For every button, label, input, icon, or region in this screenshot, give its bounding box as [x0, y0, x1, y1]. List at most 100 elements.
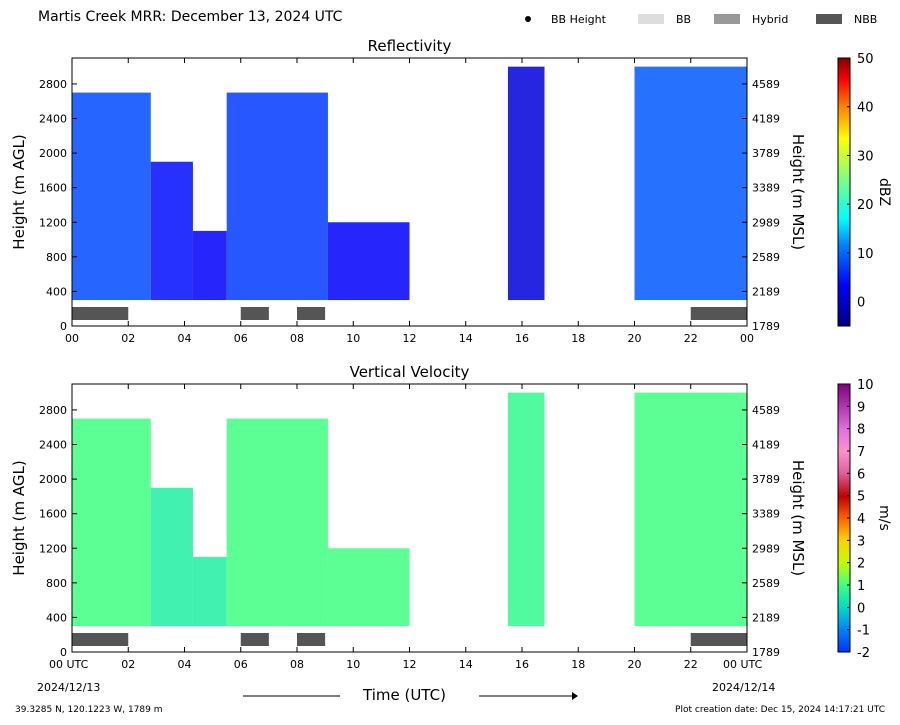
x-tick-label: 00 UTC — [49, 658, 89, 671]
legend-label: BB Height — [551, 13, 607, 26]
legend-marker — [714, 14, 740, 24]
echo-region — [192, 556, 227, 627]
y-tick-label-right: 2189 — [752, 611, 780, 624]
y-tick-label-right: 4589 — [752, 78, 780, 91]
x-tick-label: 06 — [234, 658, 248, 671]
y-tick-label: 400 — [46, 611, 67, 624]
y-tick-label: 2800 — [39, 78, 67, 91]
colorbar-tick-label: 1 — [857, 579, 865, 594]
y-tick-label: 400 — [46, 285, 67, 298]
x-tick-label: 22 — [684, 332, 698, 345]
nbb-bar — [72, 633, 129, 646]
nbb-bar — [240, 307, 269, 320]
y-tick-label-right: 4189 — [752, 439, 780, 452]
echo-region — [507, 66, 545, 301]
y-tick-label: 2000 — [39, 473, 67, 486]
y-tick-label-right: 4189 — [752, 113, 780, 126]
y-tick-label: 0 — [60, 320, 67, 333]
colorbar-tick-label: 8 — [857, 423, 865, 438]
y-tick-label: 1200 — [39, 216, 67, 229]
colorbar-tick-label: 20 — [857, 198, 874, 213]
y-tick-label-right: 2189 — [752, 285, 780, 298]
colorbar-tick-label: 0 — [857, 296, 865, 311]
echo-region — [327, 222, 410, 301]
y-axis-label-right: Height (m MSL) — [789, 460, 807, 576]
x-tick-label: 00 — [740, 332, 754, 345]
colorbar-tick-label: 3 — [857, 534, 865, 549]
x-tick-label: 00 — [65, 332, 79, 345]
x-tick-label: 16 — [515, 658, 529, 671]
echo-region — [192, 230, 227, 301]
x-tick-label: 00 UTC — [723, 658, 763, 671]
colorbar-tick-label: 40 — [857, 101, 874, 116]
echo-region — [150, 487, 193, 627]
panel-title: Vertical Velocity — [350, 363, 470, 381]
x-tick-label: 04 — [178, 658, 192, 671]
y-tick-label: 2000 — [39, 147, 67, 160]
colorbar-tick-label: 5 — [857, 490, 865, 505]
echo-region — [507, 392, 545, 627]
colorbar-tick-label: 9 — [857, 400, 865, 415]
nbb-bar — [690, 307, 747, 320]
y-tick-label-right: 1789 — [752, 320, 780, 333]
panel-title: Reflectivity — [368, 37, 452, 55]
plot-creation-date: Plot creation date: Dec 15, 2024 14:17:2… — [675, 705, 885, 715]
nbb-bar — [297, 307, 326, 320]
y-tick-label: 1200 — [39, 542, 67, 555]
echo-region — [634, 66, 747, 301]
echo-region — [226, 418, 328, 627]
y-axis-label: Height (m AGL) — [10, 460, 28, 575]
legend-marker — [525, 16, 531, 22]
y-tick-label: 1600 — [39, 508, 67, 521]
echo-region — [72, 92, 151, 301]
y-tick-label-right: 3389 — [752, 508, 780, 521]
echo-region — [72, 418, 151, 627]
x-tick-label: 02 — [121, 332, 135, 345]
echo-region — [327, 548, 410, 627]
y-tick-label: 2400 — [39, 113, 67, 126]
x-tick-label: 12 — [403, 658, 417, 671]
colorbar-tick-label: 50 — [857, 52, 874, 67]
legend-marker — [816, 14, 842, 24]
y-tick-label-right: 3789 — [752, 147, 780, 160]
colorbar — [837, 57, 851, 327]
colorbar-tick-label: 10 — [857, 247, 874, 262]
nbb-bar — [72, 307, 129, 320]
x-tick-label: 18 — [571, 658, 585, 671]
y-tick-label: 800 — [46, 251, 67, 264]
y-axis-label-right: Height (m MSL) — [789, 134, 807, 250]
colorbar-tick-label: 2 — [857, 557, 865, 572]
end-date-label: 2024/12/14 — [712, 681, 776, 694]
y-tick-label: 0 — [60, 646, 67, 659]
y-tick-label-right: 2589 — [752, 577, 780, 590]
y-tick-label-right: 3389 — [752, 182, 780, 195]
colorbar-tick-label: 30 — [857, 149, 874, 164]
colorbar-label: m/s — [876, 505, 892, 531]
x-tick-label: 14 — [459, 658, 473, 671]
x-axis-label: Time (UTC) — [363, 686, 446, 704]
nbb-bar — [690, 633, 747, 646]
x-tick-label: 06 — [234, 332, 248, 345]
x-tick-label: 16 — [515, 332, 529, 345]
x-tick-label: 18 — [571, 332, 585, 345]
y-tick-label: 2400 — [39, 439, 67, 452]
legend: BB Height BB Hybrid NBB — [525, 13, 877, 26]
y-tick-label: 800 — [46, 577, 67, 590]
colorbar-tick-label: 7 — [857, 445, 865, 460]
legend-marker — [638, 14, 664, 24]
nbb-bar — [297, 633, 326, 646]
time-arrow-head — [572, 692, 578, 700]
legend-label: Hybrid — [752, 13, 788, 26]
y-tick-label-right: 2989 — [752, 542, 780, 555]
y-tick-label: 1600 — [39, 182, 67, 195]
y-tick-label-right: 3789 — [752, 473, 780, 486]
x-tick-label: 08 — [290, 332, 304, 345]
y-tick-label-right: 2589 — [752, 251, 780, 264]
echo-region — [150, 161, 193, 301]
x-tick-label: 10 — [346, 332, 360, 345]
colorbar-tick-label: 0 — [857, 601, 865, 616]
x-tick-label: 08 — [290, 658, 304, 671]
y-tick-label: 2800 — [39, 404, 67, 417]
